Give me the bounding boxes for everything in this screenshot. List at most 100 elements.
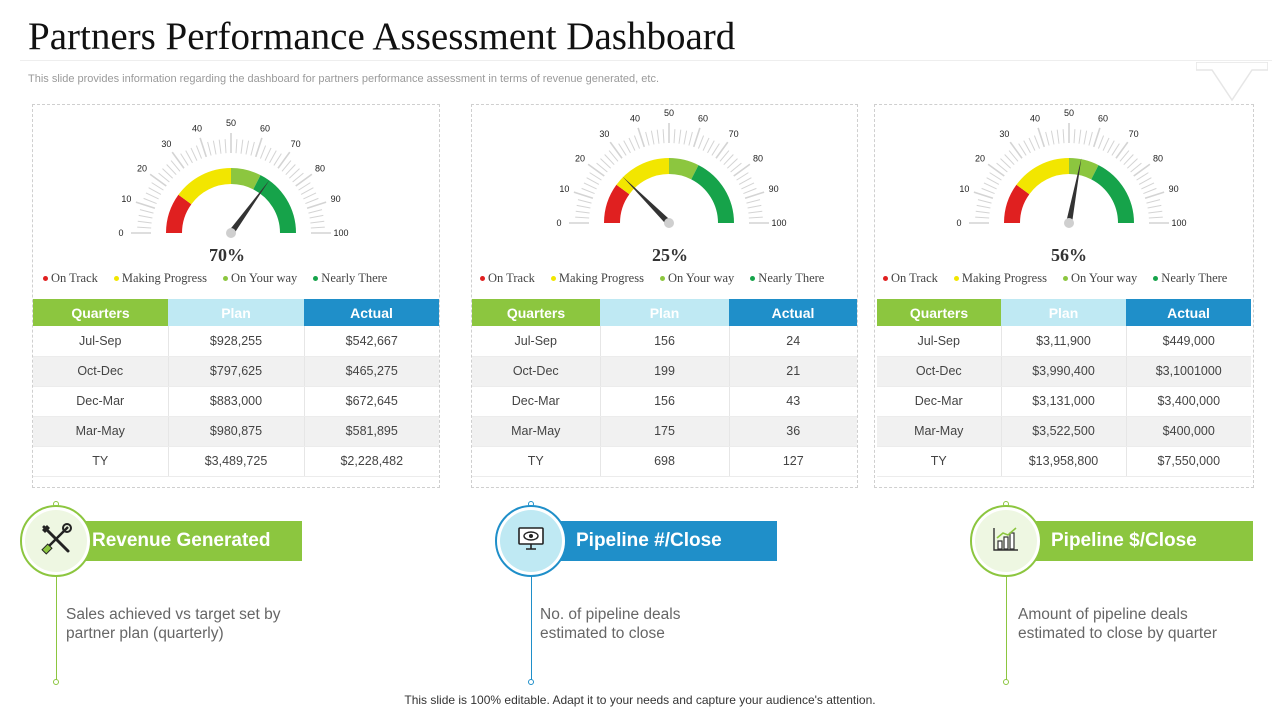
card-description: No. of pipeline deals estimated to close	[540, 606, 681, 642]
legend-item-nearly-there: Nearly There	[1153, 271, 1227, 286]
panel-revenue: 0 10 20 30 40 50 60 70 80 90 100 70% On Track Maki…	[32, 104, 440, 488]
gauge-tick	[748, 210, 763, 214]
gauge-tick	[1009, 141, 1023, 159]
gauge-tick	[235, 139, 238, 154]
card-title: Pipeline #/Close	[576, 530, 722, 551]
panel-pipeline-amount: 0 10 20 30 40 50 60 70 80 90 100 56% On Track Maki…	[874, 104, 1254, 488]
card-connector-dot	[53, 679, 59, 685]
legend-label: On Your way	[1070, 271, 1138, 285]
gauge-tick	[1018, 143, 1027, 156]
gauge-chart: 0 10 20 30 40 50 60 70 80 90 100	[556, 108, 787, 228]
gauge-tick	[166, 164, 177, 176]
gauge-band	[178, 168, 232, 205]
table-cell: 127	[729, 446, 857, 477]
gauge-tick	[245, 140, 250, 155]
gauge-tick	[711, 143, 720, 156]
gauge-tick	[1144, 191, 1165, 200]
gauge-tick	[723, 154, 734, 166]
gauge-tick	[747, 204, 762, 209]
card-connector-line	[1006, 504, 1007, 682]
gauge-tick	[733, 163, 751, 177]
gauge-tick	[707, 140, 715, 154]
gauge-tick	[139, 209, 154, 214]
legend-item-nearly-there: Nearly There	[750, 271, 824, 286]
gauge-tick	[1136, 172, 1149, 181]
table-row: Oct-Dec $3,990,400 $3,1001000	[877, 356, 1251, 387]
gauge-tick	[586, 177, 600, 185]
column-header-plan: Plan	[168, 299, 304, 326]
table-header-row: Quarters Plan Actual	[877, 299, 1251, 326]
table-cell: 36	[729, 416, 857, 447]
legend-label: On Track	[891, 271, 938, 285]
table-cell: Jul-Sep	[33, 326, 169, 357]
gauge-tick	[678, 129, 682, 144]
table-cell: $3,11,900	[1001, 326, 1127, 357]
monitor-eye-icon	[516, 525, 546, 558]
gauge-tick	[264, 147, 272, 161]
gauge-tick	[1141, 182, 1155, 190]
quarters-table: Quarters Plan Actual Jul-Sep $3,11,900 $44…	[877, 299, 1251, 477]
gauge-tick-label: 0	[956, 218, 961, 228]
gauge-tick	[224, 139, 227, 154]
gauge-tick	[1092, 127, 1101, 148]
gauge-needle	[1066, 158, 1082, 224]
gauge-tick	[981, 187, 995, 195]
gauge-tick	[975, 216, 990, 219]
legend-label: Nearly There	[758, 271, 825, 285]
table-cell: Dec-Mar	[472, 386, 601, 417]
table-cell: Mar-May	[472, 416, 601, 447]
table-cell: $797,625	[168, 356, 305, 387]
column-header-quarters: Quarters	[472, 299, 600, 326]
legend-item-on-your-way: On Your way	[222, 271, 297, 286]
card-title-bar: Pipeline $/Close	[1020, 521, 1253, 561]
table-cell: 698	[600, 446, 730, 477]
gauge-tick	[1126, 158, 1138, 169]
gauge-tick	[730, 162, 742, 173]
table-cell: 43	[729, 386, 857, 417]
gauge-needle-hub	[664, 218, 674, 228]
card-connector-dot	[528, 679, 534, 685]
gauge-tick	[288, 168, 300, 179]
gauge-band	[166, 194, 192, 234]
gauge-tick	[650, 130, 655, 145]
quarters-table: Quarters Plan Actual Jul-Sep $928,255 $542…	[33, 299, 439, 477]
gauge-tick	[1008, 150, 1019, 162]
card-title-bar: Revenue Generated	[70, 521, 302, 561]
gauge-tick	[719, 150, 730, 162]
gauge-tick	[628, 137, 636, 151]
gauge-tick	[1147, 204, 1162, 209]
gauge-tick	[292, 172, 304, 183]
gauge-tick	[596, 162, 608, 173]
table-cell: 156	[600, 386, 730, 417]
gauge-tick-label: 60	[260, 123, 270, 133]
column-header-actual: Actual	[729, 299, 857, 326]
gauge-tick-label: 0	[118, 228, 123, 238]
table-cell: $13,958,800	[1001, 446, 1127, 477]
gauge-tick	[218, 139, 222, 154]
table-cell: Mar-May	[33, 416, 169, 447]
gauge-tick	[702, 137, 710, 151]
gauge-tick	[587, 163, 605, 177]
gauge-tick	[683, 130, 688, 145]
table-cell: $542,667	[304, 326, 439, 357]
gauge-tick	[190, 147, 198, 161]
gauge-band	[604, 184, 630, 224]
table-cell: $2,228,482	[304, 446, 439, 477]
legend-item-on-track: On Track	[43, 271, 98, 286]
gauge-tick-label: 40	[630, 113, 640, 123]
table-cell: $928,255	[168, 326, 305, 357]
gauge-tick-label: 90	[1169, 184, 1179, 194]
gauge-tick	[1130, 162, 1142, 173]
legend-item-making-progress: Making Progress	[550, 271, 644, 286]
gauge-legend: On Track Making Progress On Your way Nea…	[43, 271, 387, 286]
table-cell: 156	[600, 326, 730, 357]
table-row: Jul-Sep 156 24	[472, 326, 857, 357]
gauge-tick	[281, 160, 292, 172]
gauge-tick	[741, 182, 755, 190]
page-title: Partners Performance Assessment Dashboar…	[28, 15, 736, 58]
gauge-tick	[987, 163, 1005, 177]
gauge-tick	[576, 204, 591, 209]
legend-item-on-your-way: On Your way	[659, 271, 734, 286]
gauge-tick-label: 100	[1171, 218, 1186, 228]
card-description: Amount of pipeline deals estimated to cl…	[1018, 606, 1218, 642]
